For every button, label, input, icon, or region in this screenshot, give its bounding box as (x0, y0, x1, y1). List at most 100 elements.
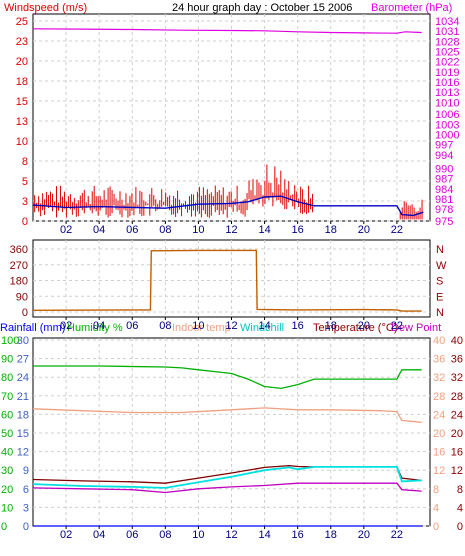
temp-ytick-label: 40 (433, 335, 445, 347)
dir-xtick-label: 16 (292, 320, 304, 332)
rainfall-ytick-label: 0 (23, 521, 29, 533)
rainfall-ytick-label: 30 (17, 335, 29, 347)
windchill-line (32, 465, 422, 489)
wind-ytick-label: 10 (16, 136, 28, 148)
temp2-ytick-label: 8 (457, 484, 463, 496)
barometer-axis-title: Barometer (hPa) (371, 2, 452, 14)
temp-ytick-label: 16 (433, 447, 445, 459)
legend-humidity: Humidity % (67, 322, 123, 334)
dir-compass-label: S (436, 276, 443, 288)
baro-ytick-label: 1025 (435, 47, 459, 59)
temp2-ytick-label: 16 (451, 447, 463, 459)
rainfall-ytick-label: 9 (23, 465, 29, 477)
temp2-ytick-label: 12 (451, 465, 463, 477)
legend-rainfall: Rainfall (mm) (0, 322, 65, 334)
legend-windchill: Windchill (240, 322, 284, 334)
rainfall-ytick-label: 6 (23, 484, 29, 496)
temp-ytick-label: 0 (433, 521, 439, 533)
temp2-ytick-label: 36 (451, 354, 463, 366)
baro-ytick-label: 1013 (435, 87, 459, 99)
wind-ytick-label: 23 (16, 36, 28, 48)
wind-ytick-label: 20 (16, 56, 28, 68)
temp-xtick-label: 04 (93, 529, 105, 541)
baro-ytick-label: 978 (435, 204, 453, 216)
rainfall-ytick-label: 3 (23, 502, 29, 514)
baro-ytick-label: 987 (435, 174, 453, 186)
dir-xtick-label: 08 (159, 320, 171, 332)
temp-xtick-label: 02 (60, 529, 72, 541)
temp2-ytick-label: 28 (451, 391, 463, 403)
temp-ytick-label: 4 (433, 502, 439, 514)
temp2-ytick-label: 24 (451, 409, 463, 421)
baro-ytick-label: 1003 (435, 119, 459, 131)
wind-xtick-label: 20 (358, 224, 370, 236)
rainfall-ytick-label: 21 (17, 391, 29, 403)
temp-ytick-label: 12 (433, 465, 445, 477)
wind-ytick-label: 13 (16, 116, 28, 128)
humidity-ytick-label: 60 (1, 409, 13, 421)
temp-ytick-label: 20 (433, 428, 445, 440)
baro-ytick-label: 984 (435, 184, 453, 196)
baro-ytick-label: 975 (435, 216, 453, 228)
chart-title: 24 hour graph day : October 15 2006 (172, 2, 352, 14)
humidity-ytick-label: 100 (1, 335, 19, 347)
humidity-ytick-label: 70 (1, 391, 13, 403)
baro-ytick-label: 1019 (435, 67, 459, 79)
humidity-line (33, 365, 422, 390)
humidity-ytick-label: 20 (1, 484, 13, 496)
temp2-ytick-label: 32 (451, 372, 463, 384)
humidity-ytick-label: 10 (1, 502, 13, 514)
temperature-c-line (32, 464, 422, 484)
wind-xtick-label: 06 (126, 224, 138, 236)
dir-xtick-label: 20 (358, 320, 370, 332)
baro-ytick-label: 1031 (435, 26, 459, 38)
humidity-ytick-label: 80 (1, 372, 13, 384)
wind-ytick-label: 25 (16, 16, 28, 28)
temp-xtick-label: 18 (325, 529, 337, 541)
temp2-ytick-label: 20 (451, 428, 463, 440)
wind-xtick-label: 02 (60, 224, 72, 236)
wind-ytick-label: 3 (22, 196, 28, 208)
avg-wind-line (32, 195, 424, 217)
wind-xtick-label: 12 (225, 224, 237, 236)
dir-ytick-label: 90 (16, 291, 28, 303)
baro-ytick-label: 981 (435, 194, 453, 206)
wind-ytick-label: 15 (16, 96, 28, 108)
dir-compass-label: N (436, 307, 444, 319)
dir-compass-label: E (436, 291, 443, 303)
temp-xtick-label: 06 (126, 529, 138, 541)
baro-ytick-label: 1028 (435, 36, 459, 48)
baro-ytick-label: 1010 (435, 97, 459, 109)
dir-xtick-label: 12 (225, 320, 237, 332)
dir-ytick-label: 0 (22, 307, 28, 319)
baro-ytick-label: 1006 (435, 109, 459, 121)
rainfall-ytick-label: 24 (17, 372, 29, 384)
temp-xtick-label: 12 (225, 529, 237, 541)
baro-ytick-label: 1000 (435, 130, 459, 142)
baro-ytick-label: 994 (435, 150, 453, 162)
baro-ytick-label: 1034 (435, 16, 459, 28)
wind-ytick-label: 18 (16, 76, 28, 88)
dir-xtick-label: 06 (126, 320, 138, 332)
dir-ytick-label: 360 (10, 244, 28, 256)
temp2-ytick-label: 0 (457, 521, 463, 533)
wind-xtick-label: 16 (292, 224, 304, 236)
rainfall-ytick-label: 15 (17, 428, 29, 440)
temp-ytick-label: 24 (433, 409, 445, 421)
temp-ytick-label: 28 (433, 391, 445, 403)
baro-ytick-label: 990 (435, 163, 453, 175)
temp-xtick-label: 14 (258, 529, 270, 541)
dir-xtick-label: 22 (391, 320, 403, 332)
legend-temperature: Temperature (°C) (313, 322, 397, 334)
baro-ytick-label: 1016 (435, 77, 459, 89)
wind-xtick-label: 04 (93, 224, 105, 236)
humidity-ytick-label: 30 (1, 465, 13, 477)
dir-xtick-label: 04 (93, 320, 105, 332)
wind-xtick-label: 22 (391, 224, 403, 236)
dir-ytick-label: 180 (10, 276, 28, 288)
temp-ytick-label: 8 (433, 484, 439, 496)
dir-xtick-label: 02 (60, 320, 72, 332)
temp2-ytick-label: 40 (451, 335, 463, 347)
wind-xtick-label: 18 (325, 224, 337, 236)
